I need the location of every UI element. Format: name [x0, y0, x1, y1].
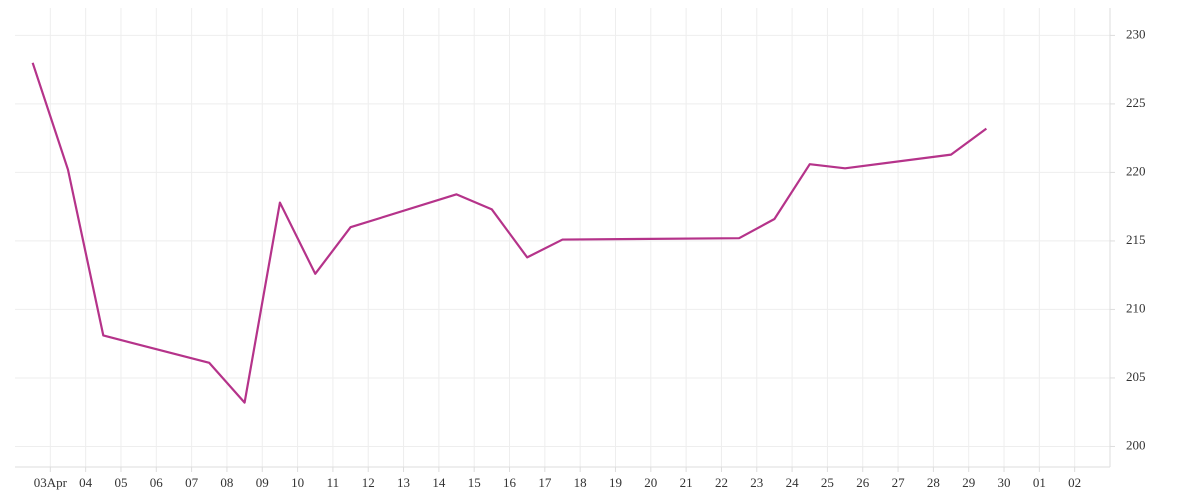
y-tick-label: 230: [1126, 26, 1146, 41]
x-tick-label: 07: [185, 475, 199, 490]
x-tick-label: 18: [574, 475, 587, 490]
y-tick-label: 210: [1126, 300, 1146, 315]
y-tick-label: 220: [1126, 163, 1146, 178]
x-tick-label: 27: [892, 475, 906, 490]
x-tick-label: 24: [786, 475, 800, 490]
x-tick-label: 17: [538, 475, 552, 490]
x-tick-label: 28: [927, 475, 940, 490]
x-tick-label: 01: [1033, 475, 1046, 490]
y-tick-label: 225: [1126, 95, 1146, 110]
x-tick-label: 14: [432, 475, 446, 490]
data-line: [31, 62, 988, 404]
x-tick-label: 20: [644, 475, 657, 490]
y-tick-label: 200: [1126, 437, 1146, 452]
x-tick-label: 23: [750, 475, 763, 490]
x-tick-label: 25: [821, 475, 834, 490]
y-tick-label: 205: [1126, 369, 1146, 384]
x-tick-label: 08: [220, 475, 233, 490]
x-tick-label: 26: [856, 475, 870, 490]
x-tick-label: 21: [680, 475, 693, 490]
x-tick-label: 29: [962, 475, 975, 490]
x-tick-label: 22: [715, 475, 728, 490]
y-tick-label: 215: [1126, 232, 1146, 247]
x-tick-label: 10: [291, 475, 304, 490]
x-tick-label: 09: [256, 475, 269, 490]
x-tick-label: 16: [503, 475, 517, 490]
x-tick-label: 13: [397, 475, 410, 490]
x-tick-label: 19: [609, 475, 622, 490]
x-tick-label: 05: [114, 475, 127, 490]
x-tick-label: 12: [362, 475, 375, 490]
x-tick-label: 06: [150, 475, 164, 490]
x-tick-label: 02: [1068, 475, 1081, 490]
x-tick-label: 04: [79, 475, 93, 490]
x-tick-label: 15: [468, 475, 481, 490]
x-tick-label: 11: [327, 475, 340, 490]
x-tick-label: 30: [998, 475, 1011, 490]
x-tick-label: 03Apr: [34, 475, 68, 490]
